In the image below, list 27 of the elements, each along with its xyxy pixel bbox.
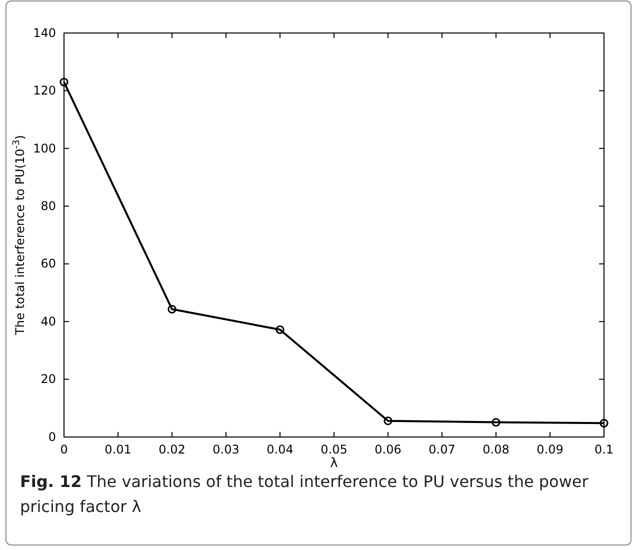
y-tick-label: 0 [48,430,56,444]
point [168,304,176,314]
y-tick-label: 60 [40,256,56,271]
x-tick-label: 0.09 [536,442,564,457]
point [60,78,68,86]
x-tick-label: 0.03 [212,442,240,457]
x-tick-label: 0.05 [320,442,348,457]
y-tick-label: 100 [33,141,56,156]
point [600,418,608,428]
x-tick-label: 0.04 [266,442,294,457]
x-tick-label: 0.1 [594,442,614,457]
text: Fig. 12 The variations of the total interference to PU versus the power pricing factor λ [20,472,588,516]
x-tick-label: 0.07 [428,442,456,457]
x-tick-label: 0.01 [104,442,132,457]
y-tick-label: 120 [33,84,56,98]
point [276,325,284,334]
x-axis-title: λ [330,456,338,471]
x-tick-label: 0 [60,442,68,457]
x-tick-label: 0.02 [158,442,186,457]
y-tick-label: 140 [33,26,56,40]
y-tick-label: 80 [40,198,56,213]
point [384,416,392,426]
y-tick-label: 20 [40,372,56,386]
x-tick-label: 0.06 [374,442,402,457]
point [492,418,500,427]
x-tick-label: 0.08 [482,442,510,457]
y-tick-label: 40 [40,314,56,328]
